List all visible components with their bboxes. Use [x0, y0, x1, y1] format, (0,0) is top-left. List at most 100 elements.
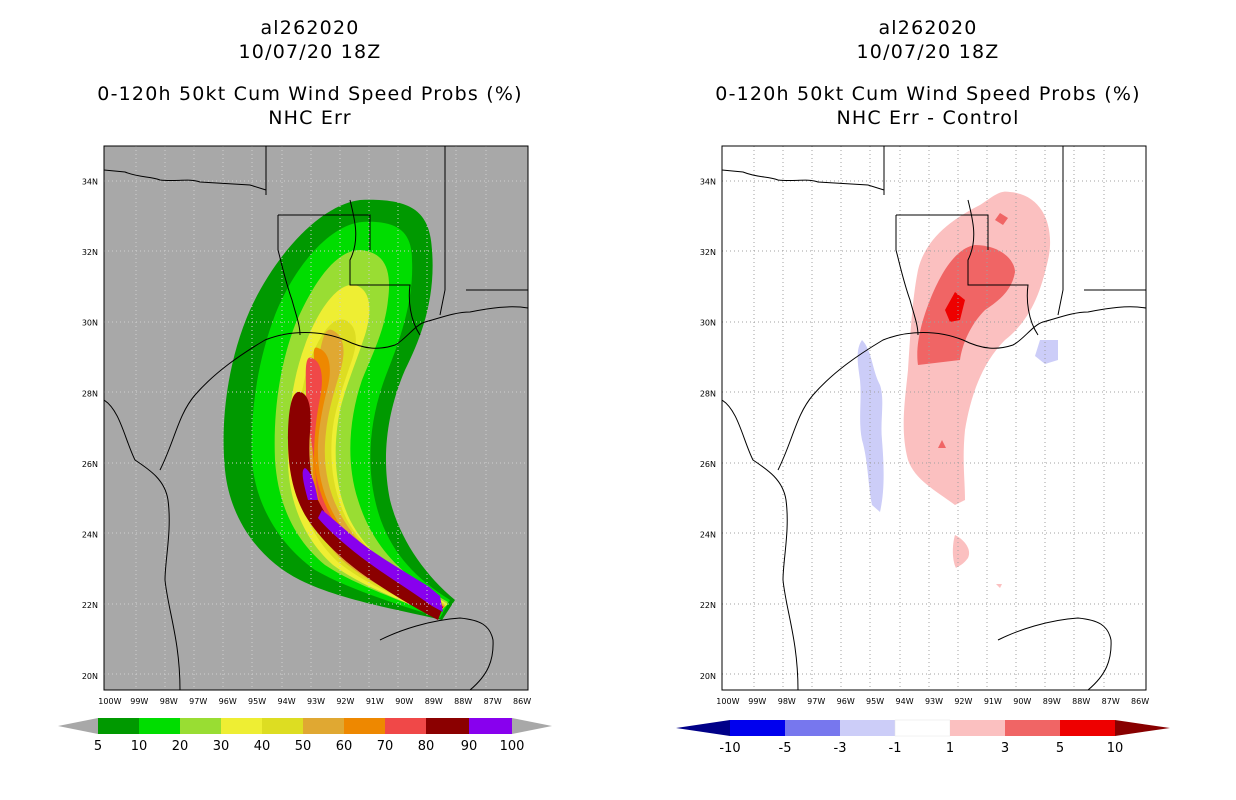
left-gridlines	[104, 146, 528, 690]
left-x-tick-label: 99W	[130, 697, 148, 706]
right-colorbar-bin-2	[785, 720, 840, 736]
right-x-axis: 100W 99W 98W 97W 96W 95W 94W 93W 92W 91W 90W 89W 88W…	[716, 697, 1149, 706]
left-x-tick-label: 92W	[336, 697, 354, 706]
diff-contour-3	[917, 213, 1015, 448]
contour-80	[288, 391, 443, 620]
left-x-tick-label: 93W	[307, 697, 325, 706]
right-coastlines	[722, 146, 1146, 690]
right-y-axis: 20N 22N 24N 26N 28N 30N 32N 34N	[700, 177, 716, 681]
left-colorbar-label: 40	[254, 739, 271, 754]
right-x-tick-label: 100W	[716, 697, 739, 706]
right-difference-contours	[857, 191, 1058, 588]
right-y-tick-label: 28N	[700, 389, 716, 398]
left-colorbar-label: 10	[131, 739, 148, 754]
left-colorbar-high-arrow	[512, 718, 552, 734]
left-x-tick-label: 91W	[366, 697, 384, 706]
left-coastlines	[104, 146, 528, 690]
right-x-tick-label: 93W	[925, 697, 943, 706]
right-colorbar-bin-7	[1060, 720, 1115, 736]
left-colorbar-bin-1	[98, 718, 139, 734]
diff-contour-1b	[952, 535, 1002, 588]
right-x-tick-label: 89W	[1043, 697, 1061, 706]
left-colorbar-label: 100	[500, 739, 525, 754]
right-y-tick-label: 32N	[700, 248, 716, 257]
left-y-axis: 20N 22N 24N 26N 28N 30N 32N 34N	[82, 177, 98, 681]
right-x-tick-label: 96W	[837, 697, 855, 706]
left-title-subtitle: NHC Err	[268, 107, 352, 129]
left-colorbar-label: 70	[377, 739, 394, 754]
right-y-tick-label: 20N	[700, 672, 716, 681]
right-x-tick-label: 98W	[778, 697, 796, 706]
right-title-storm-id: al262020	[878, 17, 978, 39]
left-colorbar-bin-7	[344, 718, 385, 734]
left-x-tick-label: 97W	[189, 697, 207, 706]
left-y-tick-label: 22N	[82, 601, 98, 610]
left-map: 100W 99W 98W 97W 96W 95W 94W 93W 92W 91W 90W 89W 88W…	[58, 145, 552, 754]
right-gridlines	[722, 146, 1146, 690]
right-colorbar: -10 -5 -3 -1 1 3 5 10	[676, 719, 1170, 756]
left-colorbar-bin-9	[426, 718, 469, 734]
left-colorbar-bin-4	[221, 718, 262, 734]
left-x-axis: 100W 99W 98W 97W 96W 95W 94W 93W 92W 91W 90W 89W 88W…	[98, 697, 531, 706]
left-colorbar-label: 60	[336, 739, 353, 754]
right-colorbar-bin-5	[950, 720, 1005, 736]
right-map-frame	[721, 145, 1147, 691]
contour-90	[302, 468, 443, 612]
right-x-tick-label: 91W	[984, 697, 1002, 706]
left-colorbar-bin-3	[180, 718, 221, 734]
diff-contour-5	[945, 292, 965, 322]
left-y-tick-label: 30N	[82, 319, 98, 328]
left-colorbar-label: 5	[94, 739, 102, 754]
left-colorbar-low-arrow	[58, 718, 98, 734]
right-x-tick-label: 86W	[1131, 697, 1149, 706]
left-colorbar-bin-10	[469, 718, 512, 734]
right-colorbar-low-arrow	[676, 720, 730, 736]
right-title: al262020 10/07/20 18Z 0-120h 50kt Cum Wi…	[628, 16, 1228, 130]
left-x-tick-label: 96W	[219, 697, 237, 706]
left-x-tick-label: 87W	[484, 697, 502, 706]
right-colorbar-bin-3	[840, 720, 895, 736]
left-y-tick-label: 32N	[82, 248, 98, 257]
left-colorbar-bin-8	[385, 718, 426, 734]
left-colorbar-bin-2	[139, 718, 180, 734]
right-x-tick-label: 88W	[1072, 697, 1090, 706]
left-title: al262020 10/07/20 18Z 0-120h 50kt Cum Wi…	[10, 16, 610, 130]
left-x-tick-label: 98W	[160, 697, 178, 706]
right-colorbar-high-arrow	[1115, 720, 1170, 736]
left-colorbar-bin-5	[262, 718, 303, 734]
right-map: 100W 99W 98W 97W 96W 95W 94W 93W 92W 91W 90W 89W 88W…	[676, 145, 1170, 756]
right-colorbar-bin-6	[1005, 720, 1060, 736]
right-x-tick-label: 95W	[866, 697, 884, 706]
left-y-tick-label: 34N	[82, 177, 98, 186]
left-title-datetime: 10/07/20 18Z	[238, 41, 382, 63]
left-x-tick-label: 88W	[454, 697, 472, 706]
left-colorbar-label: 20	[172, 739, 189, 754]
right-y-tick-label: 26N	[700, 460, 716, 469]
left-x-tick-label: 100W	[98, 697, 121, 706]
left-y-tick-label: 28N	[82, 389, 98, 398]
right-colorbar-label: 5	[1056, 741, 1064, 756]
left-x-tick-label: 94W	[278, 697, 296, 706]
left-title-storm-id: al262020	[260, 17, 360, 39]
right-colorbar-label: -3	[834, 741, 847, 756]
left-x-tick-label: 90W	[395, 697, 413, 706]
left-y-tick-label: 24N	[82, 531, 98, 540]
left-colorbar-label: 90	[461, 739, 478, 754]
right-title-datetime: 10/07/20 18Z	[856, 41, 1000, 63]
right-x-tick-label: 97W	[807, 697, 825, 706]
right-colorbar-label: 10	[1107, 741, 1124, 756]
left-colorbar-label: 80	[418, 739, 435, 754]
right-title-product: 0-120h 50kt Cum Wind Speed Probs (%)	[715, 83, 1141, 105]
left-y-tick-label: 20N	[82, 672, 98, 681]
left-x-tick-label: 95W	[248, 697, 266, 706]
left-map-frame	[103, 145, 529, 691]
right-y-tick-label: 24N	[700, 531, 716, 540]
right-x-tick-label: 87W	[1102, 697, 1120, 706]
left-probability-contours	[223, 199, 455, 620]
right-x-tick-label: 92W	[954, 697, 972, 706]
left-y-tick-label: 26N	[82, 460, 98, 469]
left-x-tick-label: 86W	[513, 697, 531, 706]
right-colorbar-label: 3	[1001, 741, 1009, 756]
left-colorbar: 5 10 20 30 40 50 60 70 80 90 100	[58, 718, 552, 754]
left-x-tick-label: 89W	[425, 697, 443, 706]
